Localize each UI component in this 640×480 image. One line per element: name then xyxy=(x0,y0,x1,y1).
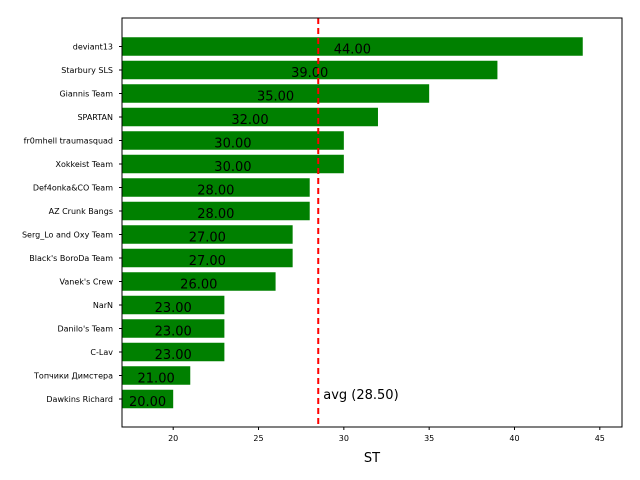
data-label: 28.00 xyxy=(197,207,234,222)
category-label: Топчики Димстера xyxy=(33,372,113,381)
category-label: AZ Crunk Bangs xyxy=(49,207,113,216)
bar xyxy=(122,366,191,385)
category-label: SPARTAN xyxy=(77,113,113,122)
bar xyxy=(122,248,293,268)
bar xyxy=(122,107,378,127)
category-label: Black's BoroDa Team xyxy=(29,254,113,263)
category-label: Giannis Team xyxy=(59,90,113,99)
data-label: 30.00 xyxy=(214,160,251,175)
category-label: deviant13 xyxy=(73,43,113,52)
x-tick-label: 40 xyxy=(509,434,519,443)
data-label: 32.00 xyxy=(231,113,268,128)
category-label: Serg_Lo and Oxy Team xyxy=(22,231,113,240)
plot-frame xyxy=(121,17,623,428)
bars-group xyxy=(122,37,583,409)
data-label: 23.00 xyxy=(155,348,192,363)
x-tick-label: 25 xyxy=(253,434,263,443)
average-label: avg (28.50) xyxy=(323,388,398,403)
data-label: 44.00 xyxy=(334,43,371,58)
data-label: 39.00 xyxy=(291,66,328,81)
bar xyxy=(122,201,310,221)
category-label: Dawkins Richard xyxy=(46,395,113,404)
data-label: 26.00 xyxy=(180,278,217,293)
bar xyxy=(122,131,344,150)
data-label: 23.00 xyxy=(155,325,192,340)
data-label: 35.00 xyxy=(257,90,294,105)
data-label: 23.00 xyxy=(155,301,192,316)
value-labels: 44.00 39.00 35.00 32.00 30.00 30.00 28.00 28.00… xyxy=(129,43,371,411)
bar xyxy=(122,272,276,291)
bar xyxy=(122,319,225,338)
bar xyxy=(122,154,344,174)
category-labels: deviant13 Starbury SLS Giannis Team SPARTAN… xyxy=(22,43,122,404)
bar xyxy=(122,342,225,362)
category-label: Starbury SLS xyxy=(61,66,113,75)
data-label: 30.00 xyxy=(214,137,251,152)
data-label: 20.00 xyxy=(129,395,166,410)
data-label: 27.00 xyxy=(189,231,226,246)
data-label: 28.00 xyxy=(197,184,234,199)
x-axis-label: ST xyxy=(364,451,380,466)
category-label: Xokkeist Team xyxy=(56,160,114,169)
bar xyxy=(122,60,498,80)
bar xyxy=(122,389,174,409)
bar xyxy=(122,295,225,315)
data-label: 21.00 xyxy=(138,372,175,387)
x-tick-label: 30 xyxy=(339,434,349,443)
bar xyxy=(122,84,430,103)
category-label: Vanek's Crew xyxy=(60,278,114,287)
x-tick-label: 35 xyxy=(424,434,434,443)
category-label: C-Lav xyxy=(90,348,113,357)
category-label: fr0mhell traumasquad xyxy=(24,137,113,146)
bar xyxy=(122,37,583,56)
bar xyxy=(122,225,293,244)
category-label: NarN xyxy=(93,301,113,310)
bar xyxy=(122,178,310,197)
data-label: 27.00 xyxy=(189,254,226,269)
category-label: Danilo's Team xyxy=(57,325,113,334)
x-tick-label: 20 xyxy=(168,434,178,443)
category-label: Def4onka&CO Team xyxy=(33,184,113,193)
x-tick-label: 45 xyxy=(595,434,605,443)
